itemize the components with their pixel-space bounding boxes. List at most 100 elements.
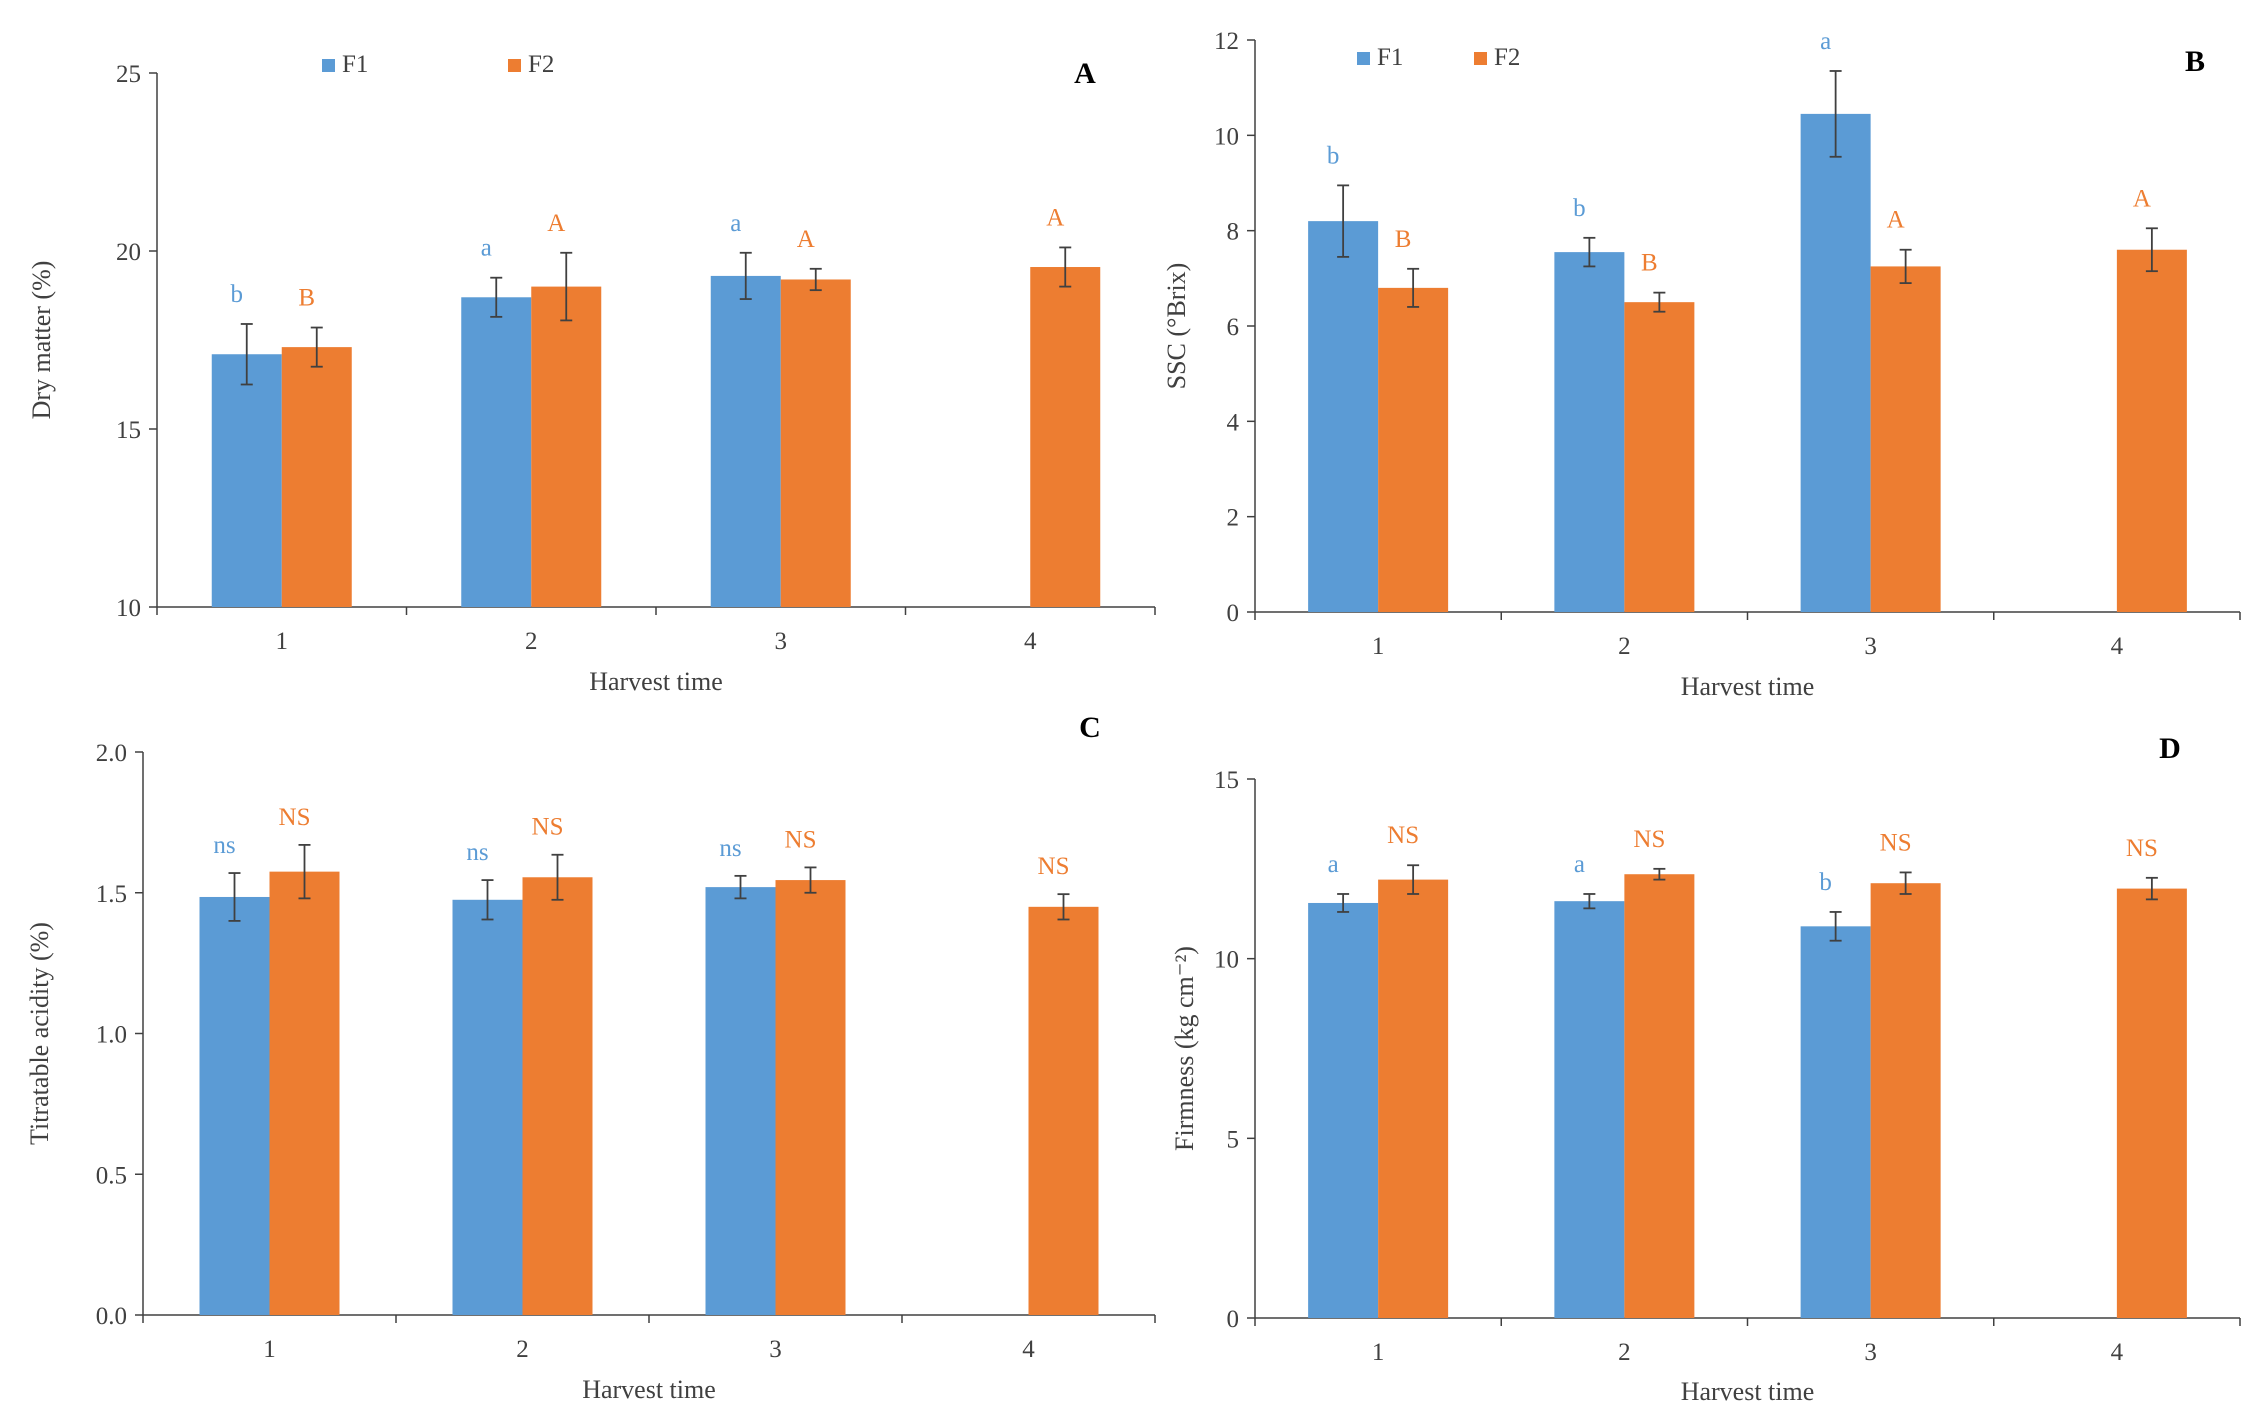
x-tick-label: 3 [1864,633,1877,660]
y-tick-label: 0.5 [96,1162,127,1189]
x-tick-label: 4 [2111,1339,2124,1366]
bar-f1-harvest-2 [452,899,523,1315]
significance-label: NS [1880,829,1912,856]
bar-f2-harvest-1 [1378,879,1449,1318]
bar-f1-harvest-1 [211,354,282,607]
legend: F1 F2 [1357,44,1520,71]
significance-label: a [481,235,492,262]
x-tick-label: 3 [775,628,788,655]
x-axis-title: Harvest time [1681,672,1815,701]
bar-f2-harvest-2 [1624,302,1695,612]
x-axis-title: Harvest time [1681,1377,1815,1406]
bar-f1-harvest-3 [1800,113,1871,612]
legend-label-f1: F1 [1377,44,1403,71]
y-tick-label: 1.5 [96,881,127,908]
error-bar [809,267,822,292]
error-bar [739,251,752,300]
x-tick-label: 1 [276,628,289,655]
significance-label: b [1327,142,1340,169]
error-bar [481,879,494,921]
bar-f1-harvest-2 [1554,901,1625,1318]
error-bar [228,872,241,922]
bar-f2-harvest-1 [281,347,352,607]
panel-letter: D [2159,732,2181,765]
bar-f2-harvest-2 [531,286,602,607]
significance-label: NS [1387,822,1419,849]
error-bar [1899,248,1912,285]
chart-panel-b: 0 2 4 6 8 10 12 1 b B 2 b B 3 a A 4 A Harvest time SSC (°Br… [1162,28,2241,701]
significance-label: NS [279,804,311,831]
bar-f1-harvest-2 [1554,252,1625,612]
error-bar [804,866,817,894]
bar-f2-harvest-4 [2116,249,2187,612]
error-bar [1059,246,1072,288]
y-axis-title: Dry matter (%) [27,261,56,420]
bar-f1-harvest-1 [199,896,270,1315]
error-bar [310,326,323,368]
significance-label: ns [213,832,235,859]
significance-label: NS [2126,835,2158,862]
significance-label: A [797,226,815,253]
bar-f2-harvest-4 [1030,267,1101,607]
x-tick-label: 2 [1618,633,1631,660]
significance-label: B [1395,226,1412,253]
y-tick-label: 5 [1227,1126,1240,1153]
error-bar [1829,70,1842,158]
y-tick-label: 0 [1227,600,1240,627]
x-tick-label: 4 [1024,628,1037,655]
y-axis-title: SSC (°Brix) [1162,263,1191,390]
bar-f2-harvest-4 [1028,906,1099,1315]
y-tick-label: 6 [1227,314,1240,341]
error-bar [2145,876,2158,901]
y-tick-label: 2 [1227,505,1240,532]
error-bar [1337,184,1350,258]
significance-label: A [1046,204,1064,231]
error-bar [1583,236,1596,268]
significance-label: B [1641,250,1658,277]
panel-letter: B [2185,45,2205,78]
bar-f2-harvest-3 [1870,266,1941,612]
y-axis-title: Titratable acidity (%) [25,922,54,1145]
y-tick-label: 25 [116,61,141,88]
panel-letter: C [1079,711,1101,744]
error-bar [560,251,573,322]
significance-label: B [298,285,315,312]
x-tick-label: 3 [769,1336,782,1363]
chart-panel-a: 10 15 20 25 1 b B 2 a A 3 a A 4 A Harvest time Dry matte… [27,51,1156,696]
error-bar [1653,867,1666,881]
x-tick-label: 2 [516,1336,529,1363]
legend-label-f2: F2 [528,51,554,78]
error-bar [2145,227,2158,273]
significance-label: NS [1038,853,1070,880]
x-tick-label: 1 [1372,633,1385,660]
significance-label: A [1887,207,1905,234]
y-tick-label: 0 [1227,1306,1240,1333]
bar-f2-harvest-1 [269,871,340,1315]
y-tick-label: 10 [1214,123,1239,150]
y-tick-label: 10 [1214,947,1239,974]
significance-label: ns [719,835,741,862]
error-bar [1829,911,1842,942]
bar-f1-harvest-2 [461,297,532,607]
x-tick-label: 3 [1864,1339,1877,1366]
x-tick-label: 2 [1618,1339,1631,1366]
y-tick-label: 0.0 [96,1303,127,1330]
significance-label: A [2133,185,2151,212]
y-tick-label: 12 [1214,28,1239,55]
legend-swatch-f1 [322,59,335,72]
x-tick-label: 2 [525,628,538,655]
legend-swatch-f1 [1357,52,1370,65]
legend-label-f2: F2 [1494,44,1520,71]
bar-f2-harvest-2 [522,877,593,1315]
x-tick-label: 1 [263,1336,276,1363]
chart-panel-c: 0.0 0.5 1.0 1.5 2.0 1 ns NS 2 ns NS 3 ns NS 4 NS Harvest… [25,711,1156,1404]
y-tick-label: 4 [1227,409,1240,436]
error-bar [1653,291,1666,313]
significance-label: a [730,210,741,237]
panel-letter: A [1074,57,1096,90]
bar-f2-harvest-3 [775,880,846,1315]
bar-f2-harvest-1 [1378,287,1449,612]
significance-label: a [1574,851,1585,878]
bar-f2-harvest-3 [1870,883,1941,1318]
x-tick-label: 4 [2111,633,2124,660]
